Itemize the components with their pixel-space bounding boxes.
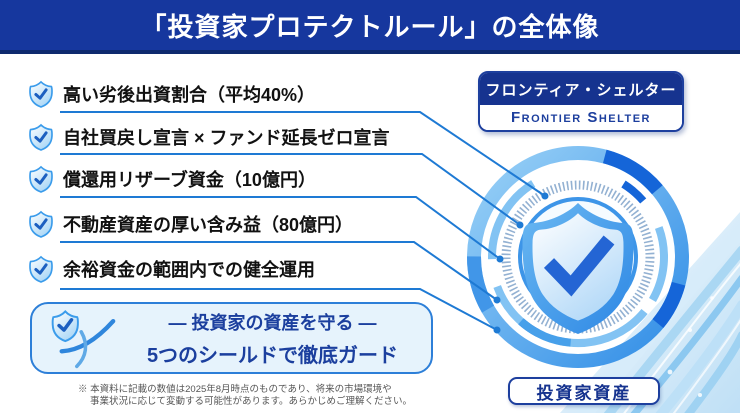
summary-line-1: ― 投資家の資産を守る ― (168, 312, 377, 333)
list-item-label: 高い劣後出資割合（平均40%） (63, 85, 316, 105)
brand-badge: フロンティア・シェルター Frontier Shelter (478, 71, 684, 132)
list-item: 余裕資金の範囲内での健全運用 (28, 254, 315, 284)
shield-check-icon (29, 80, 53, 108)
shield-check-icon (29, 165, 53, 193)
list-item: 自社買戻し宣言 × ファンド延長ゼロ宣言 (28, 122, 390, 152)
header-bar: 「投資家プロテクトルール」の全体像 (0, 0, 740, 54)
asset-badge: 投資家資産 (508, 377, 660, 405)
shield-check-icon (29, 210, 53, 238)
list-item-label: 自社買戻し宣言 × ファンド延長ゼロ宣言 (63, 128, 390, 148)
list-item: 償還用リザーブ資金（10億円） (28, 164, 316, 194)
list-item: 不動産資産の厚い含み益（80億円） (28, 209, 353, 239)
disclaimer: ※ 本資料に記載の数値は2025年8月時点のものであり、将来の市場環境や 事業状… (78, 384, 428, 409)
list-item-label: 不動産資産の厚い含み益（80億円） (63, 215, 354, 235)
asset-badge-label: 投資家資産 (536, 383, 632, 403)
list-item-label: 余裕資金の範囲内での健全運用 (63, 260, 315, 280)
shield-check-icon (29, 123, 53, 151)
brand-name-ja: フロンティア・シェルター (480, 73, 682, 105)
shield-check-icon (29, 255, 53, 283)
summary-line-2: 5つのシールドで徹底ガード (146, 344, 399, 367)
list-item-label: 償還用リザーブ資金（10億円） (63, 170, 316, 190)
shield-check-swoosh-icon (51, 309, 116, 369)
summary-text: ― 投資家の資産を守る ― 5つのシールドで徹底ガード (120, 309, 425, 368)
page-title: 「投資家プロテクトルール」の全体像 (140, 11, 600, 42)
brand-name-en: Frontier Shelter (480, 105, 682, 130)
disclaimer-line-2: 事業状況に応じて変動する可能性があります。あらかじめご理解ください。 (90, 396, 413, 408)
list-item: 高い劣後出資割合（平均40%） (28, 79, 315, 109)
disclaimer-line-1: ※ 本資料に記載の数値は2025年8月時点のものであり、将来の市場環境や (78, 384, 392, 395)
summary-box: ― 投資家の資産を守る ― 5つのシールドで徹底ガード (30, 302, 433, 374)
